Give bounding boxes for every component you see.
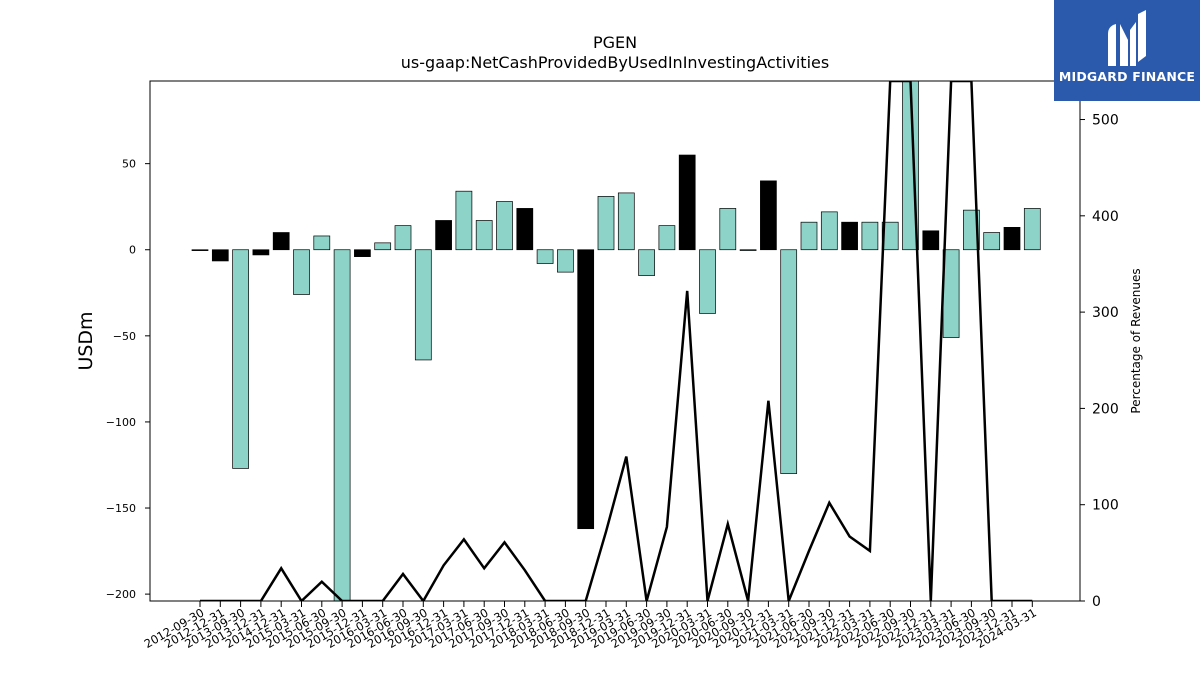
- bar-2018-03-31: [536, 249, 554, 264]
- y2-axis-label: Percentage of Revenues: [1129, 268, 1143, 413]
- bar-2023-06-30: [963, 209, 980, 251]
- y2-tick-label: 400: [1092, 209, 1119, 225]
- bar-2018-12-31: [597, 196, 615, 251]
- bar-2019-03-31: [617, 192, 635, 251]
- brand-logo: MIDGARD FINANCE: [1054, 0, 1200, 101]
- y-tick-label: −200: [106, 588, 136, 601]
- bar-2015-09-30: [333, 249, 351, 602]
- y-tick-label: −100: [106, 416, 136, 429]
- percentage-of-revenues-line: [200, 81, 1033, 601]
- y2-tick-label: 100: [1092, 498, 1119, 514]
- y2-tick-label: 300: [1092, 305, 1119, 321]
- bar-2015-03-31: [293, 249, 310, 295]
- midgard-logo-icon: [1108, 10, 1146, 66]
- bar-2019-06-30: [638, 249, 655, 276]
- bar-2015-06-30: [313, 235, 331, 251]
- bar-2022-03-31: [861, 221, 879, 251]
- bar-2020-12-31: [760, 180, 777, 251]
- bar-2023-09-30: [983, 232, 1001, 251]
- chart-title: PGEN: [593, 33, 637, 52]
- bar-2018-09-30: [577, 249, 595, 530]
- bar-2024-03-31: [1023, 208, 1041, 251]
- y-tick-label: 0: [129, 244, 136, 257]
- y2-tick-label: 0: [1092, 594, 1101, 610]
- bar-2016-12-31: [435, 220, 452, 251]
- bar-2021-03-31: [780, 249, 798, 474]
- bar-2023-03-31: [942, 249, 960, 338]
- bar-2017-09-30: [496, 201, 513, 251]
- bar-2021-12-31: [841, 221, 858, 251]
- plot-frame: [149, 80, 1081, 602]
- bar-2013-12-31: [252, 249, 270, 256]
- bar-2016-06-30: [394, 225, 412, 251]
- bar-2017-06-30: [475, 220, 493, 251]
- bar-2017-12-31: [516, 208, 534, 251]
- bar-2012-12-31: [211, 249, 229, 262]
- chart-subtitle: us-gaap:NetCashProvidedByUsedInInvesting…: [401, 53, 829, 72]
- bar-2016-09-30: [414, 249, 432, 361]
- bar-2021-09-30: [820, 211, 838, 251]
- y-tick-label: 50: [122, 158, 136, 171]
- bar-2020-09-30: [739, 249, 757, 251]
- bar-2015-12-31: [354, 249, 371, 257]
- bar-2013-09-30: [232, 249, 249, 469]
- bar-2014-12-31: [272, 232, 290, 251]
- bar-2017-03-31: [455, 190, 473, 251]
- bar-2016-03-31: [374, 242, 392, 251]
- bar-2022-12-31: [922, 230, 940, 251]
- bar-2022-06-30: [881, 221, 899, 251]
- y-axis-label: USDm: [75, 311, 97, 370]
- y2-tick-label: 200: [1092, 401, 1119, 417]
- y2-tick-label: 500: [1092, 113, 1119, 129]
- bar-2020-03-31: [699, 249, 716, 314]
- bar-2023-12-31: [1003, 227, 1021, 251]
- bar-2021-06-30: [800, 221, 818, 251]
- bar-2018-06-30: [557, 249, 574, 273]
- brand-name: MIDGARD FINANCE: [1058, 69, 1196, 84]
- bar-2020-06-30: [719, 208, 737, 251]
- y-tick-label: −150: [106, 502, 136, 515]
- bar-2019-09-30: [658, 225, 676, 251]
- bar-2019-12-31: [678, 154, 696, 251]
- y-tick-label: −50: [113, 330, 136, 343]
- bar-2012-09-30: [191, 249, 209, 251]
